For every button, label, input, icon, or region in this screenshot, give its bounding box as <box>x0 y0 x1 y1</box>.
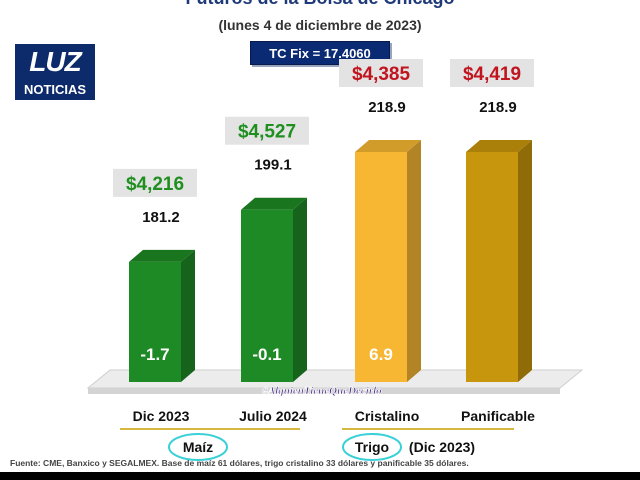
bar <box>355 152 407 382</box>
chart-title: Futuros de la Bolsa de Chicago <box>0 0 640 9</box>
bar-side <box>407 140 421 382</box>
chart-subtitle: (lunes 4 de diciembre de 2023) <box>218 17 422 33</box>
category-label: Panificable <box>461 408 535 424</box>
price-label: $4,216 <box>126 174 184 195</box>
group-label: Maíz <box>183 439 213 455</box>
logo-subtext: NOTICIAS <box>23 82 87 97</box>
value-label: 218.9 <box>479 99 517 116</box>
chart-floor-edge <box>88 388 560 394</box>
exchange-rate-badge: TC Fix = 17.4060 <box>250 41 390 65</box>
bar-top <box>466 140 532 152</box>
luz-noticias-logo: LUZ NOTICIAS <box>15 44 95 100</box>
bar-side <box>181 249 195 382</box>
price-label: $4,419 <box>463 64 521 85</box>
group-label: Trigo <box>355 439 389 455</box>
price-box <box>113 168 197 197</box>
value-label: 218.9 <box>368 99 406 116</box>
category-label: Cristalino <box>355 408 420 424</box>
hashtag-watermark: #AlguienTieneQueDecirlo <box>261 385 382 397</box>
bar-top <box>241 197 307 210</box>
bar <box>129 261 181 382</box>
group-highlight-ellipse <box>342 433 402 461</box>
price-box <box>225 116 309 145</box>
change-label: 6.9 <box>369 345 393 364</box>
bar <box>241 209 293 382</box>
change-label: -0.1 <box>252 345 281 364</box>
group-highlight-ellipse <box>168 433 228 461</box>
price-label: $4,385 <box>352 64 411 85</box>
bar-side <box>293 197 307 382</box>
change-label: -1.7 <box>140 345 169 364</box>
bar-side <box>518 140 532 382</box>
value-label: 181.2 <box>142 209 180 226</box>
bar-top <box>129 249 195 262</box>
group-label-suffix: (Dic 2023) <box>409 439 475 455</box>
logo-text: LUZ <box>29 46 81 77</box>
price-box <box>450 59 534 87</box>
bottom-bar <box>0 472 640 480</box>
price-label: $4,527 <box>238 122 296 143</box>
bar <box>466 152 518 382</box>
price-box <box>339 59 423 87</box>
value-label: 199.1 <box>254 157 292 174</box>
category-label: Dic 2023 <box>133 408 190 424</box>
source-footnote: Fuente: CME, Banxico y SEGALMEX. Base de… <box>10 458 469 468</box>
category-label: Julio 2024 <box>239 408 307 424</box>
bar-top <box>355 140 421 152</box>
